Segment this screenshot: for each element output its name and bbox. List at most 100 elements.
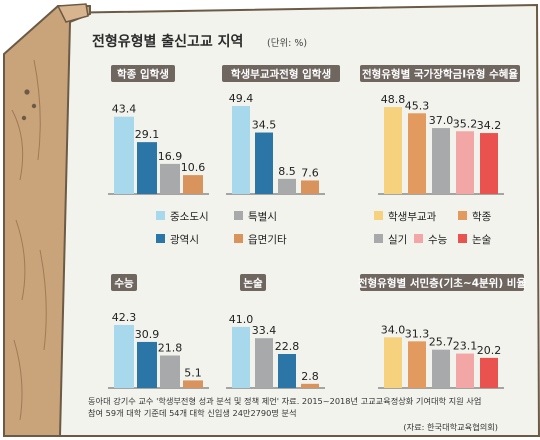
bar-중소도시: [232, 105, 250, 194]
chart-title: 학생부교과전형 입학생: [231, 68, 331, 81]
legend-label: 중소도시: [170, 211, 209, 223]
footer-note-line2: 참여 59개 대학 기준데 54개 대학 신입생 24만2790명 분석: [88, 408, 297, 418]
bar-value-label: 33.4: [252, 324, 277, 337]
chart-title: 수능: [114, 278, 134, 290]
bar-논술: [480, 357, 498, 388]
bar-value-label: 34.2: [477, 119, 502, 132]
bar-실기: [432, 128, 450, 194]
legend-label: 학종: [472, 211, 492, 223]
chart-2: 학생부교과전형 입학생 49.4 34.5 8.5 7.6: [222, 65, 340, 195]
chart-6: 전형유형별 서민층(기초~4분위) 비율 34.0 31.325.7 23.1 20.2: [358, 274, 527, 389]
bar-특별시: [278, 178, 296, 194]
bar-value-label: 42.3: [112, 311, 137, 324]
bar-value-label: 7.6: [301, 166, 319, 179]
bar-value-label: 31.3: [405, 327, 430, 340]
legend-swatch: [458, 211, 467, 220]
bar-논술: [480, 133, 498, 194]
legend-swatch: [374, 211, 383, 220]
wood-knots: [21, 89, 37, 121]
wood-frame-top-edge: [56, 3, 89, 23]
bar-value-label: 41.0: [229, 313, 254, 326]
legend-label: 특별시: [248, 211, 277, 223]
bar-value-label: 2.8: [301, 370, 319, 383]
bar-학생부교과: [384, 107, 402, 194]
bar-중소도시: [114, 324, 134, 388]
legend-label: 수능: [428, 234, 448, 246]
bar-value-label: 34.5: [252, 119, 277, 132]
legend-swatch: [234, 234, 243, 243]
bar-value-label: 34.0: [381, 323, 406, 336]
bar-학종: [408, 113, 426, 194]
legend-label: 학생부교과: [388, 211, 437, 223]
legend-label: 광역시: [170, 234, 199, 246]
bar-value-label: 43.4: [112, 103, 137, 116]
legend-label: 논술: [472, 234, 492, 246]
bar-광역시: [278, 354, 296, 388]
bar-value-label: 10.6: [181, 161, 206, 174]
bar-특별시: [160, 355, 180, 388]
footer-note-line1: 동아대 강기수 교수 '학생부전형 성과 분석 및 정책 제언' 자료. 201…: [88, 396, 481, 406]
legend-label: 실기: [388, 234, 407, 246]
bar-읍면기타: [183, 175, 203, 194]
bar-읍면기타: [301, 383, 319, 388]
unit-label: (단위: %): [267, 37, 307, 49]
chart-5: 논술 41.033.4 22.8 2.8: [226, 274, 325, 389]
bar-중소도시: [232, 326, 250, 388]
bar-학종: [408, 341, 426, 388]
bar-value-label: 48.8: [381, 93, 406, 106]
chart-title: 전형유형별 서민층(기초~4분위) 비율: [358, 277, 527, 290]
bar-value-label: 16.9: [158, 150, 183, 163]
bar-value-label: 35.2: [453, 117, 478, 130]
bar-실기: [432, 349, 450, 388]
bar-value-label: 30.9: [135, 328, 160, 341]
bar-value-label: 20.2: [477, 344, 502, 357]
chart-title-box: [360, 65, 520, 82]
legend-swatch: [156, 234, 165, 243]
legend-swatch: [156, 211, 165, 220]
bar-학생부교과: [384, 337, 402, 388]
bar-value-label: 45.3: [405, 99, 430, 112]
legend-swatch: [414, 234, 423, 243]
bar-value-label: 23.1: [453, 340, 478, 353]
legend-label: 읍면기타: [248, 234, 287, 246]
bar-수능: [456, 131, 474, 194]
chart-title-box: [111, 65, 175, 82]
bar-광역시: [137, 142, 157, 194]
bar-value-label: 49.4: [229, 92, 254, 105]
bar-value-label: 22.8: [275, 340, 300, 353]
legend-swatch: [458, 234, 467, 243]
bar-value-label: 5.1: [184, 366, 202, 379]
bar-특별시: [160, 163, 180, 194]
chart-3: 전형유형별 국가장학금Ⅰ유형 수혜율 48.8 45.3 37.0 35.2 34.2 학생…: [360, 65, 520, 246]
chart-title: 전형유형별 국가장학금Ⅰ유형 수혜율: [362, 68, 518, 81]
bar-수능: [456, 353, 474, 388]
chart-title: 학종 입학생: [117, 68, 169, 81]
wood-grain: [11, 59, 47, 421]
bar-광역시: [255, 132, 273, 194]
bar-value-label: 37.0: [429, 114, 454, 127]
bar-특별시: [255, 338, 273, 388]
chart-title-box: [240, 274, 266, 291]
bar-읍면기타: [301, 180, 319, 194]
bar-value-label: 8.5: [278, 165, 296, 178]
source-note: (자료: 한국대학교육협의회): [403, 422, 498, 432]
bar-value-label: 25.7: [429, 336, 454, 349]
chart-title-box: [222, 65, 340, 82]
page-title: 전형유형별 출신고교 지역: [92, 33, 243, 50]
chart-title-box: [111, 274, 137, 291]
bar-읍면기타: [183, 380, 203, 388]
bar-value-label: 29.1: [135, 128, 160, 141]
bar-value-label: 21.8: [158, 341, 183, 354]
chart-title-box: [360, 274, 524, 291]
bar-중소도시: [114, 116, 134, 194]
chart-4: 수능 42.3 30.921.85.1: [108, 274, 209, 389]
legend-swatch: [374, 234, 383, 243]
legend-swatch: [234, 211, 243, 220]
bar-광역시: [137, 341, 157, 388]
chart-title: 논술: [243, 277, 263, 290]
